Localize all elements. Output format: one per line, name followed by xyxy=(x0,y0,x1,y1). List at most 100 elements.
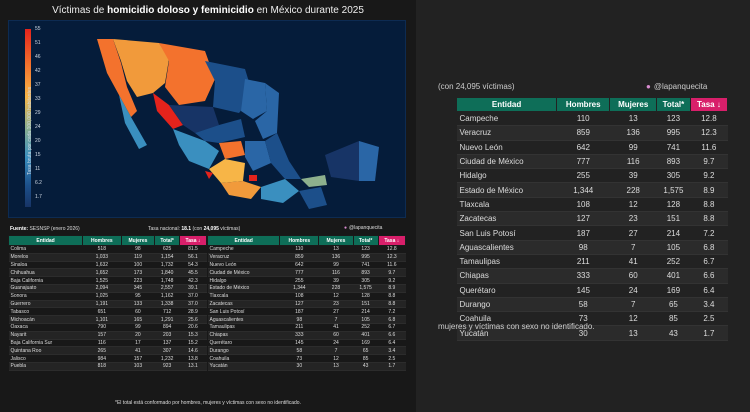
table-cell: Chihuahua xyxy=(8,268,83,278)
column-header[interactable]: Tasa ↓ xyxy=(689,97,729,112)
table-cell: 859 xyxy=(556,125,610,141)
table-cell: 13 xyxy=(318,362,354,371)
table-row: Hidalgo 255 39 305 9.2 xyxy=(456,168,728,184)
table-cell: 99 xyxy=(121,323,155,332)
table-cell: 13 xyxy=(609,111,657,127)
table-cell: Morelos xyxy=(8,253,83,262)
table-cell: 6.7 xyxy=(378,323,406,332)
person-icon: ● xyxy=(646,82,651,91)
table-cell: 116 xyxy=(82,339,122,348)
table-cell: 741 xyxy=(656,140,691,155)
table-cell: 136 xyxy=(609,125,657,141)
table-cell: 1,033 xyxy=(82,253,122,262)
table-cell: 99 xyxy=(609,140,657,155)
column-header: Entidad xyxy=(206,235,281,246)
table-row: Chiapas 333 60 401 6.6 xyxy=(207,331,406,340)
table-cell: Nuevo León xyxy=(456,140,557,155)
table-cell: 8.8 xyxy=(378,300,406,309)
table-cell: 3.4 xyxy=(690,297,728,313)
table-cell: 307 xyxy=(154,346,180,356)
map-morelos xyxy=(249,175,257,181)
table-cell: 54.3 xyxy=(179,261,207,270)
table-row: Tamaulipas 211 41 252 6.7 xyxy=(456,254,728,270)
handle-large: ● @lapanquecita xyxy=(646,82,707,91)
legend-tick: 37 xyxy=(35,82,41,88)
table-row: Zacatecas 127 23 151 8.8 xyxy=(456,211,728,227)
handle-small: ● @lapanquecita xyxy=(344,225,382,231)
table-cell: 65 xyxy=(656,297,691,313)
table-cell: 73 xyxy=(279,354,319,363)
table-row: Veracruz 859 136 995 12.3 xyxy=(456,125,728,141)
table-row: Tamaulipas 211 41 252 6.7 xyxy=(207,323,406,332)
table-cell: 6.8 xyxy=(690,240,728,255)
table-cell: Hidalgo xyxy=(456,168,557,184)
table-cell: 1,232 xyxy=(154,354,180,363)
table-row: Nayarit 157 20 203 15.3 xyxy=(8,331,207,340)
map-zacatecas xyxy=(195,119,245,143)
table-cell: Aguascalientes xyxy=(207,315,280,324)
table-cell: 116 xyxy=(318,268,354,278)
table-cell: 7 xyxy=(318,346,354,356)
table-cell: 98 xyxy=(121,245,155,254)
map-guanajuato xyxy=(219,141,245,159)
table-cell: 43 xyxy=(656,325,691,341)
table-cell: 45.5 xyxy=(179,268,207,278)
table-cell: 15.3 xyxy=(179,331,207,340)
table-cell: Tlaxcala xyxy=(207,292,280,301)
table-cell: 136 xyxy=(318,253,354,262)
title-pre: Víctimas de xyxy=(52,5,108,16)
table-cell: 12.8 xyxy=(378,245,406,254)
table-cell: 1,025 xyxy=(82,292,122,301)
table-header-row: Entidad Hombres Mujeres Total* Tasa ↓ xyxy=(7,235,208,246)
table-cell: 893 xyxy=(353,268,379,278)
map-tamaulipas xyxy=(255,83,279,139)
table-cell: 228 xyxy=(609,182,657,198)
table-cell: Querétaro xyxy=(456,283,557,298)
table-row: Campeche 110 13 123 12.8 xyxy=(456,111,728,127)
table-cell: Hidalgo xyxy=(207,276,280,285)
column-header[interactable]: Tasa ↓ xyxy=(377,235,407,246)
table-row: Aguascalientes 98 7 105 6.8 xyxy=(207,315,406,324)
table-cell: 6.8 xyxy=(378,315,406,324)
table-cell: 39.1 xyxy=(179,284,207,293)
table-row: Durango 58 7 65 3.4 xyxy=(207,346,406,356)
table-cell: 1,575 xyxy=(656,182,691,198)
table-cell: 1.7 xyxy=(690,325,728,341)
table-cell: Chiapas xyxy=(456,268,557,284)
table-cell: 145 xyxy=(279,339,319,348)
table-cell: 223 xyxy=(121,276,155,285)
table-cell: 995 xyxy=(656,125,691,141)
legend-tick: 1.7 xyxy=(35,194,42,200)
table-row: Michoacán 1,101 165 1,291 25.6 xyxy=(8,315,207,324)
table-cell: 1,344 xyxy=(279,284,319,293)
table-cell: Guanajuato xyxy=(8,284,83,293)
handle-small-text: @lapanquecita xyxy=(349,225,383,231)
table-row: Yucatán 30 13 43 1.7 xyxy=(207,362,406,371)
table-cell: Coahuila xyxy=(207,354,280,363)
table-cell: 625 xyxy=(154,245,180,254)
table-cell: 11.6 xyxy=(378,261,406,270)
column-header: Total* xyxy=(656,97,691,112)
table-cell: 95 xyxy=(121,292,155,301)
table-row: Ciudad de México 777 116 893 9.7 xyxy=(456,154,728,170)
table-cell: Quintana Roo xyxy=(8,346,83,356)
table-cell: 98 xyxy=(279,315,319,324)
table-cell: 777 xyxy=(556,154,610,170)
table-row: Chiapas 333 60 401 6.6 xyxy=(456,268,728,284)
column-header: Total* xyxy=(352,235,379,246)
map-michoacan xyxy=(209,159,245,183)
map-veracruz xyxy=(265,133,301,179)
color-legend xyxy=(25,29,31,207)
table-cell: 1,154 xyxy=(154,253,180,262)
table-cell: 6.7 xyxy=(690,254,728,270)
table-row: Tlaxcala 108 12 128 8.8 xyxy=(207,292,406,301)
map-quintana-roo xyxy=(359,141,379,181)
column-header[interactable]: Tasa ↓ xyxy=(178,235,208,246)
table-cell: 9.7 xyxy=(690,154,728,170)
left-panel: Víctimas de homicidio doloso y feminicid… xyxy=(7,5,407,406)
table-cell: 145 xyxy=(556,283,610,298)
table-cell: 12.3 xyxy=(378,253,406,262)
table-row: Campeche 110 13 123 12.8 xyxy=(207,245,406,254)
table-cell: 265 xyxy=(82,346,122,356)
table-cell: 15.2 xyxy=(179,339,207,348)
